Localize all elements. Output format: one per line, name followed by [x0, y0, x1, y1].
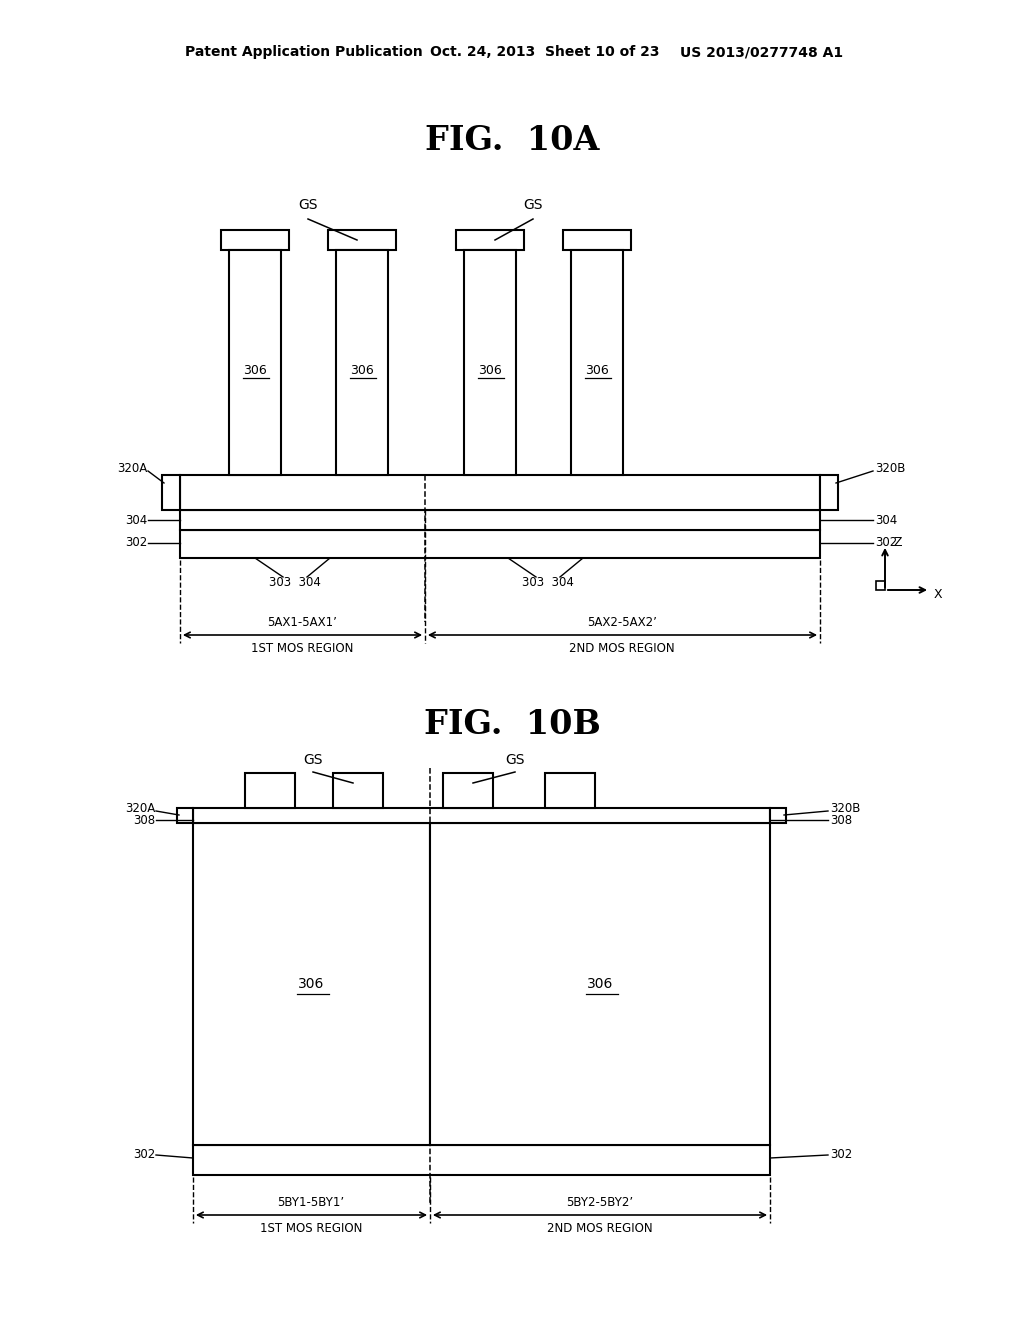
Bar [770, 808, 786, 822]
Text: X: X [934, 589, 943, 602]
Bar [333, 774, 383, 808]
Text: 1ST MOS REGION: 1ST MOS REGION [251, 643, 353, 656]
Bar [180, 531, 820, 558]
Text: US 2013/0277748 A1: US 2013/0277748 A1 [680, 45, 843, 59]
Text: 303  304: 303 304 [522, 577, 573, 590]
Bar [162, 475, 180, 510]
Text: 304: 304 [125, 513, 147, 527]
Text: 306: 306 [585, 363, 609, 376]
Text: 5AX2-5AX2’: 5AX2-5AX2’ [587, 616, 657, 630]
Text: 306: 306 [478, 363, 502, 376]
Text: Oct. 24, 2013  Sheet 10 of 23: Oct. 24, 2013 Sheet 10 of 23 [430, 45, 659, 59]
Text: 320A: 320A [125, 801, 155, 814]
Bar [456, 230, 524, 249]
Bar [180, 475, 820, 510]
Text: 320A: 320A [117, 462, 147, 474]
Text: 306: 306 [587, 977, 613, 991]
Text: 302: 302 [830, 1148, 852, 1162]
Bar [193, 1144, 770, 1175]
Text: GS: GS [523, 198, 543, 213]
Text: 303  304: 303 304 [269, 577, 321, 590]
Text: 2ND MOS REGION: 2ND MOS REGION [569, 643, 675, 656]
Bar [180, 510, 820, 531]
Bar [443, 774, 493, 808]
Text: 302: 302 [133, 1148, 155, 1162]
Bar [229, 249, 281, 475]
Text: GS: GS [298, 198, 317, 213]
Bar [336, 249, 388, 475]
Text: 306: 306 [350, 363, 374, 376]
Bar [245, 774, 295, 808]
Text: Patent Application Publication: Patent Application Publication [185, 45, 423, 59]
Bar [430, 822, 770, 1144]
Text: 304: 304 [874, 513, 897, 527]
Text: FIG.  10B: FIG. 10B [424, 709, 600, 742]
Bar [193, 822, 430, 1144]
Text: 302: 302 [125, 536, 147, 549]
Text: GS: GS [303, 752, 323, 767]
Bar [177, 808, 193, 822]
Text: FIG.  10A: FIG. 10A [425, 124, 599, 157]
Text: 5AX1-5AX1’: 5AX1-5AX1’ [267, 616, 337, 630]
Text: GS: GS [505, 752, 524, 767]
Bar [464, 249, 516, 475]
Text: 306: 306 [298, 977, 325, 991]
Text: 320B: 320B [874, 462, 905, 474]
Text: 306: 306 [243, 363, 267, 376]
Text: 308: 308 [133, 813, 155, 826]
Text: 1ST MOS REGION: 1ST MOS REGION [260, 1222, 362, 1236]
Bar [876, 581, 885, 590]
Text: 302: 302 [874, 536, 897, 549]
Text: 308: 308 [830, 813, 852, 826]
Bar [193, 808, 770, 822]
Bar [328, 230, 396, 249]
Bar [545, 774, 595, 808]
Bar [221, 230, 289, 249]
Bar [563, 230, 631, 249]
Text: 320B: 320B [830, 801, 860, 814]
Text: 5BY2-5BY2’: 5BY2-5BY2’ [566, 1196, 634, 1209]
Text: 5BY1-5BY1’: 5BY1-5BY1’ [278, 1196, 344, 1209]
Bar [820, 475, 838, 510]
Text: Z: Z [893, 536, 901, 549]
Bar [571, 249, 623, 475]
Text: 2ND MOS REGION: 2ND MOS REGION [547, 1222, 653, 1236]
